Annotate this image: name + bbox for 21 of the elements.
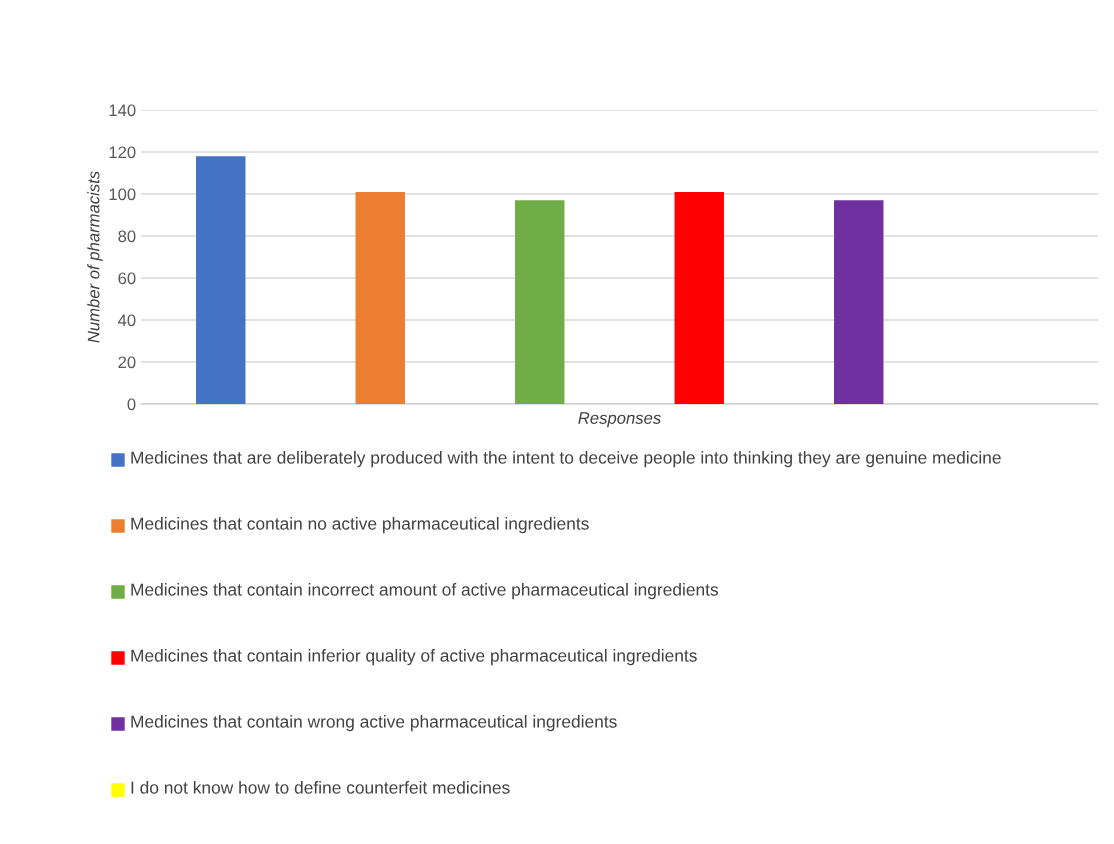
bar — [674, 191, 724, 404]
legend-label: Medicines that contain no active pharmaceutical ingredients — [131, 517, 589, 534]
y-tick-label: 20 — [118, 356, 136, 369]
y-axis-title: Number of pharmacists — [87, 171, 103, 343]
x-axis-title: Responses — [578, 412, 661, 428]
y-tick-label: 60 — [118, 272, 136, 285]
legend-label: Medicines that contain inferior quality of active pharmaceutical ingredients — [131, 649, 697, 666]
bar — [834, 200, 884, 404]
bar — [515, 200, 565, 404]
y-tick-label: 140 — [109, 104, 136, 117]
y-tick-label: 80 — [118, 230, 136, 243]
bar — [355, 191, 405, 404]
y-tick-label: 100 — [109, 188, 136, 201]
y-tick-label: 0 — [127, 398, 136, 411]
legend-label: Medicines that contain incorrect amount of active pharmaceutical ingredients — [131, 583, 719, 600]
legend-label: I do not know how to define counterfeit medicines — [131, 781, 510, 794]
legend-label: Medicines that are deliberately produced with the intent to deceive people into thinking they are genuine medicine — [131, 451, 1001, 468]
legend-label: Medicines that contain wrong active pharmaceutical ingredients — [131, 715, 617, 732]
y-tick-label: 120 — [109, 146, 136, 159]
bar — [196, 156, 246, 404]
y-tick-label: 40 — [117, 314, 136, 327]
